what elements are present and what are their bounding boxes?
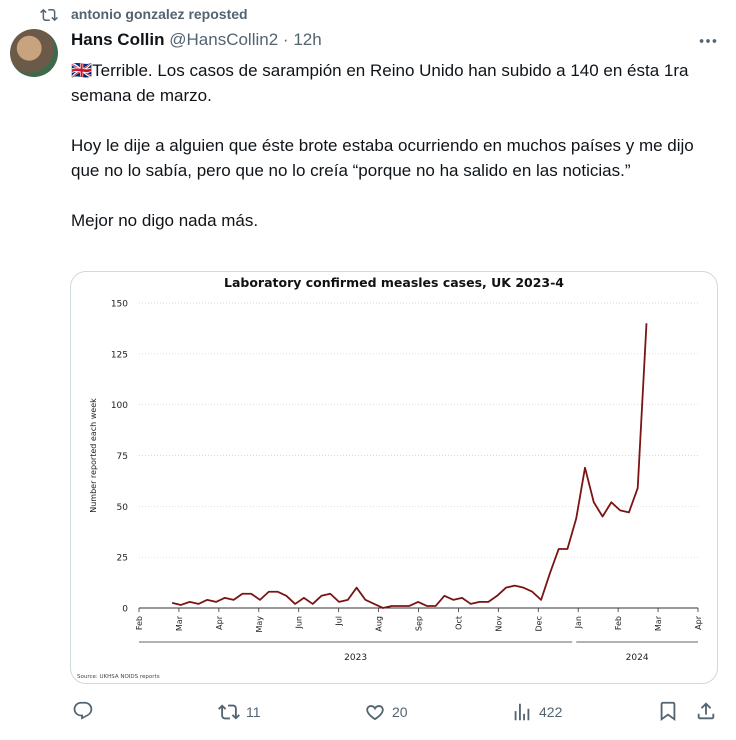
x-tick-label: Mar: [654, 615, 663, 631]
tweet-text: 🇬🇧Terrible. Los casos de sarampión en Re…: [71, 58, 723, 258]
author-name[interactable]: Hans Collin: [71, 30, 165, 49]
tweet-header: Hans Collin @HansCollin2 · 12h: [71, 30, 322, 50]
data-line: [171, 323, 648, 609]
retweet-icon: [218, 704, 240, 720]
media-card[interactable]: Laboratory confirmed measles cases, UK 2…: [70, 271, 718, 684]
x-tick-label: Aug: [375, 616, 384, 632]
chart-title: Laboratory confirmed measles cases, UK 2…: [224, 275, 564, 290]
x-tick-label: May: [255, 616, 264, 633]
author-handle[interactable]: @HansCollin2: [169, 30, 279, 49]
retweet-count: 11: [246, 704, 261, 720]
more-icon[interactable]: [697, 30, 719, 52]
timestamp[interactable]: 12h: [293, 30, 322, 49]
x-tick-label: Feb: [614, 616, 623, 630]
y-tick-label: 150: [111, 300, 128, 310]
x-tick-label: Oct: [454, 616, 463, 630]
bookmark-icon[interactable]: [657, 700, 679, 722]
y-tick-label: 0: [122, 605, 128, 615]
views-icon: [514, 703, 530, 721]
reply-icon[interactable]: [72, 700, 94, 722]
y-tick-label: 50: [117, 503, 129, 513]
views-count: 422: [539, 704, 563, 720]
x-tick-label: Mar: [175, 615, 184, 631]
repost-label: antonio gonzalez reposted: [71, 6, 248, 22]
paragraph: Mejor no digo nada más.: [71, 211, 259, 230]
separator: ·: [282, 30, 289, 49]
views-button[interactable]: 422: [511, 700, 562, 724]
x-group-label: 2024: [626, 653, 649, 663]
like-count: 20: [392, 704, 408, 720]
x-tick-label: Feb: [135, 616, 144, 630]
x-tick-label: Apr: [215, 615, 224, 630]
paragraph: 🇬🇧Terrible. Los casos de sarampión en Re…: [71, 61, 689, 105]
x-tick-label: Dec: [534, 616, 543, 631]
y-tick-label: 125: [111, 350, 128, 360]
x-group-label: 2023: [344, 653, 367, 663]
x-tick-label: Apr: [694, 615, 703, 630]
x-tick-label: Jul: [335, 616, 344, 627]
like-button[interactable]: 20: [364, 700, 408, 724]
y-tick-label: 25: [117, 554, 128, 564]
y-axis-label: Number reported each week: [89, 398, 98, 513]
x-tick-label: Sep: [415, 616, 424, 631]
avatar[interactable]: [10, 29, 58, 77]
share-icon[interactable]: [695, 700, 717, 722]
y-tick-label: 75: [117, 452, 128, 462]
x-tick-label: Nov: [494, 616, 503, 632]
paragraph: Hoy le dije a alguien que éste brote est…: [71, 136, 694, 180]
source: Source: UKHSA NOIDS reports: [77, 674, 160, 680]
x-tick-label: Jan: [574, 616, 583, 629]
like-icon: [366, 705, 384, 721]
retweet-button[interactable]: 11: [218, 700, 261, 724]
x-tick-label: Jun: [295, 616, 304, 630]
repost-icon: [40, 8, 58, 22]
y-tick-label: 100: [111, 401, 128, 411]
chart: Laboratory confirmed measles cases, UK 2…: [77, 275, 703, 680]
